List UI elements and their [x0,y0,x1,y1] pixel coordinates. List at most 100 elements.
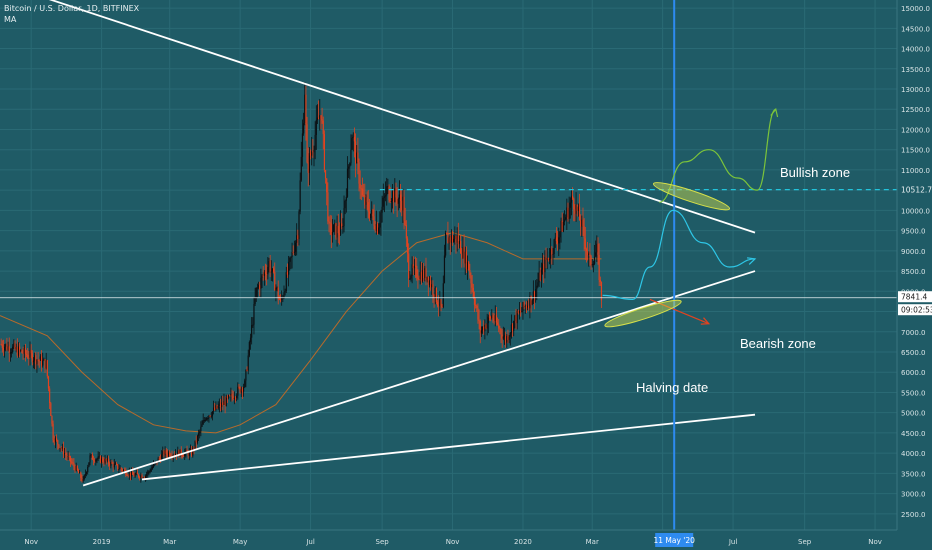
candle-body [141,475,143,478]
candle-body [251,325,253,338]
candle-body [38,360,40,362]
candle-body [353,136,356,142]
candle-body [432,284,434,295]
candle-body [193,447,195,449]
candle-body [465,251,467,270]
candle-body [20,350,22,352]
candle-body [570,195,573,203]
candle-body [210,416,212,418]
candle-body [343,208,345,227]
candle-body [314,135,316,150]
candle-body [112,463,114,468]
candle-body [226,396,229,398]
price-tick-label: 5000.0 [901,410,926,418]
candle-body [89,455,91,463]
candle-body [297,235,299,240]
candle-body [200,426,202,432]
candle-body [388,185,390,200]
candle-body [359,183,361,189]
candle-body [45,360,47,369]
candle-body [414,265,417,267]
candle-body [84,473,87,476]
candle-body [164,450,166,456]
candle-body [209,415,211,417]
candle-body [239,387,241,393]
candle-body [144,475,147,478]
candle-body [166,453,168,456]
candle-body [49,388,51,404]
candle-body [528,305,530,309]
candle-body [96,458,98,460]
candle-body [506,336,508,343]
candle-body [472,287,474,297]
candle-body [352,136,354,138]
time-tick-label: May [233,538,247,546]
time-tick-label: 2019 [93,538,111,546]
candle-body [341,223,343,227]
candle-body [46,360,48,377]
candle-body [516,310,518,324]
candle-body [270,271,272,273]
candle-body [458,241,461,244]
candle-body [595,252,597,257]
candle-body [327,192,329,222]
candle-body [261,275,263,278]
candle-body [24,347,26,354]
bullish-arrowhead [770,107,779,118]
candle-body [293,251,295,253]
candle-body [135,472,137,475]
time-tick-label: Jul [728,538,738,546]
price-tick-label: 6000.0 [901,369,926,377]
candle-body [259,285,261,289]
time-tick-label: Nov [24,538,38,546]
candle-body [404,220,406,226]
candle-body [103,461,105,464]
candle-body [315,119,317,136]
candle-body [185,449,187,453]
halving-axis-label: 11 May '20 [653,536,695,545]
price-tick-label: 7000.0 [901,329,926,337]
candle-body [551,248,553,255]
candle-body [443,255,446,284]
candle-body [263,272,265,276]
candle-body [573,198,575,210]
candle-body [277,287,279,299]
candle-body [6,344,8,350]
grid [0,0,897,530]
candle-body [455,235,457,243]
candle-body [420,271,422,282]
candle-body [75,466,77,471]
candle-body [546,257,548,261]
candle-body [372,209,374,217]
candle-body [231,393,233,397]
candle-body [454,235,456,239]
candle-body [279,299,282,301]
candle-body [409,278,411,280]
candle-body [481,327,484,331]
candle-body [27,354,29,358]
bearish-zone-label: Bearish zone [740,336,816,351]
candle-body [82,479,84,482]
candle-body [169,452,171,457]
candle-body [439,299,441,307]
candle-body [283,292,285,298]
time-tick-label: Nov [446,538,460,546]
candle-body [122,470,125,472]
candle-body [117,464,119,470]
candle-body [523,302,525,308]
candle-body [100,458,103,463]
candle-body [221,402,223,408]
candle-body [305,94,307,125]
candle-body [121,469,123,472]
candle-body [488,316,491,318]
candle-body [242,386,245,392]
candle-body [431,284,433,288]
candle-body [490,316,492,319]
candle-body [230,393,232,396]
candle-body [159,458,162,461]
candle-body [80,472,82,479]
candle-body [215,405,217,410]
candle-body [518,310,521,314]
